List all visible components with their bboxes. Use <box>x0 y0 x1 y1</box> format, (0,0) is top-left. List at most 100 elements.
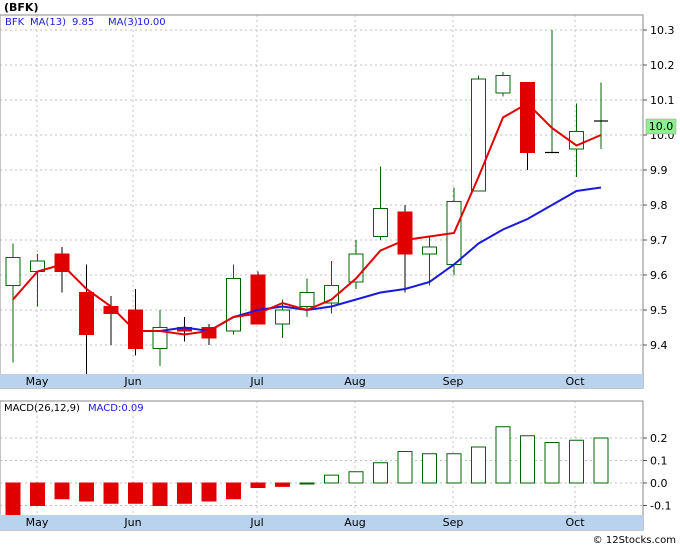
price-legend: BFK MA(13) 9.85 MA(3) 10.00 <box>5 17 166 28</box>
price-x-tick-label: Sep <box>443 375 464 388</box>
price-y-tick-label: 9.9 <box>650 164 668 177</box>
candle <box>422 236 437 286</box>
macd-bar <box>250 482 266 488</box>
candle-body <box>275 309 290 325</box>
price-x-tick-label: Aug <box>344 375 365 388</box>
candle-body <box>422 246 437 255</box>
chart-title: (BFK) <box>4 1 38 14</box>
macd-bar <box>201 482 217 502</box>
price-x-tick-label: Oct <box>565 375 585 388</box>
macd-bar <box>5 482 21 516</box>
candle <box>128 289 143 356</box>
macd-bar <box>593 437 609 484</box>
macd-bar <box>471 446 486 484</box>
macd-y-tick-label: 0.1 <box>650 455 668 468</box>
macd-bar <box>348 471 364 484</box>
macd-bar <box>226 482 241 500</box>
candle <box>520 82 535 170</box>
candle-body <box>520 82 535 153</box>
price-date-axis-band <box>0 374 643 388</box>
macd-bar <box>422 453 437 484</box>
legend-ma3-label: MA(3) <box>108 17 138 28</box>
macd-bar <box>520 435 535 484</box>
candle-body <box>128 309 143 349</box>
price-y-tick-label: 10.3 <box>650 24 675 37</box>
macd-bar <box>128 482 143 504</box>
macd-x-tick-label: Jun <box>123 516 141 529</box>
macd-bar <box>544 442 560 484</box>
macd-bar <box>54 482 70 500</box>
macd-x-tick-label: Jul <box>249 516 263 529</box>
candle <box>299 278 315 317</box>
current-price-badge: 10.0 <box>645 118 677 135</box>
candle-body <box>79 292 94 335</box>
macd-bar <box>324 474 339 484</box>
macd-bar <box>152 482 168 506</box>
ma3-line <box>12 102 602 336</box>
candle <box>545 30 559 154</box>
price-y-tick-label: 9.7 <box>650 234 668 247</box>
macd-bar <box>397 451 413 484</box>
candle <box>152 310 168 366</box>
macd-grid <box>0 401 643 515</box>
candle-body <box>5 257 21 286</box>
macd-y-tick-label: 0.0 <box>650 477 668 490</box>
candle <box>594 82 608 149</box>
macd-legend-value: MACD:0.09 <box>88 403 144 414</box>
candle-body <box>226 278 241 332</box>
price-y-tick-label: 9.4 <box>650 339 668 352</box>
macd-bar <box>177 482 192 504</box>
candle <box>397 205 413 293</box>
candle <box>250 271 266 325</box>
candle-body <box>299 292 315 307</box>
candle-body <box>250 274 266 325</box>
macd-bar <box>299 482 315 485</box>
price-y-tick-label: 10.1 <box>650 94 675 107</box>
price-y-tick-label: 9.5 <box>650 304 668 317</box>
macd-bar <box>373 462 388 484</box>
price-y-tick-label: 10.2 <box>650 59 675 72</box>
candle <box>495 72 511 97</box>
candle-body <box>397 211 413 255</box>
price-y-tick-label: 9.8 <box>650 199 668 212</box>
macd-bar <box>446 453 462 484</box>
candle-body <box>373 208 388 237</box>
price-panel <box>0 14 644 389</box>
macd-bar <box>275 482 290 487</box>
candle <box>471 75 486 192</box>
price-y-axis: 9.4 9.5 9.6 9.7 9.8 9.9 10.0 10.1 10.2 10.3 <box>643 24 675 352</box>
macd-y-tick-label: -0.1 <box>650 500 671 513</box>
price-candles <box>5 30 608 377</box>
macd-y-tick-label: 0.2 <box>650 432 668 445</box>
macd-x-tick-label: Sep <box>443 516 464 529</box>
candle-body <box>495 75 511 94</box>
candle-body <box>471 78 486 192</box>
legend-symbol: BFK <box>5 17 25 28</box>
price-x-tick-label: May <box>26 375 49 388</box>
price-date-axis: May Jun Jul Aug Sep Oct <box>26 375 586 388</box>
price-y-tick-label: 9.6 <box>650 269 668 282</box>
price-x-tick-label: Jun <box>123 375 141 388</box>
macd-y-axis: -0.1 0.0 0.1 0.2 <box>643 432 671 513</box>
macd-bar <box>495 426 511 484</box>
macd-date-axis: May Jun Jul Aug Sep Oct <box>26 516 586 529</box>
macd-x-tick-label: Aug <box>344 516 365 529</box>
legend-ma13-value: 9.85 <box>72 17 94 28</box>
legend-ma13-label: MA(13) <box>30 17 66 28</box>
macd-date-axis-band <box>0 515 643 530</box>
macd-panel <box>0 400 644 531</box>
macd-bar <box>79 482 94 502</box>
macd-bar <box>103 482 119 504</box>
candle <box>373 166 388 240</box>
price-ma-lines <box>12 102 602 336</box>
candle <box>79 264 94 377</box>
price-x-tick-label: Jul <box>249 375 263 388</box>
watermark: © 12Stocks.com <box>593 535 676 546</box>
macd-bar <box>569 439 584 484</box>
price-grid <box>0 15 643 374</box>
candle-body <box>152 327 168 349</box>
current-price-text: 10.0 <box>649 120 674 133</box>
macd-x-tick-label: Oct <box>565 516 585 529</box>
macd-bar <box>30 482 45 506</box>
candle <box>5 243 21 363</box>
